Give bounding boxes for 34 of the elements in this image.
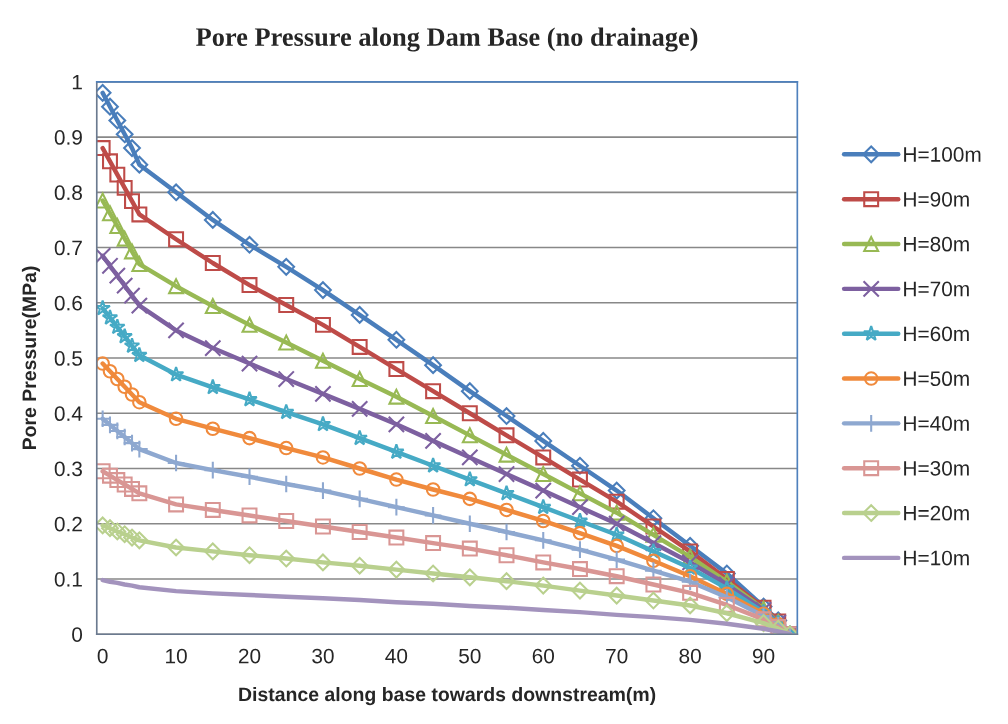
chart-title: Pore Pressure along Dam Base (no drainage) xyxy=(196,27,698,52)
y-tick-label: 0.6 xyxy=(54,295,82,311)
x-tick-label: 20 xyxy=(238,648,261,664)
y-tick-label: 0.5 xyxy=(54,351,83,366)
legend-label: H=100m xyxy=(904,147,981,162)
y-tick-label: 1 xyxy=(72,75,82,90)
legend-label: H=20m xyxy=(904,505,969,521)
x-axis-title: Distance along base towards downstream(m) xyxy=(239,686,656,706)
y-tick-label: 0.8 xyxy=(54,185,82,201)
y-tick-label: 0.2 xyxy=(54,516,82,532)
y-tick-label: 0.4 xyxy=(54,406,83,422)
x-tick-label: 0 xyxy=(97,648,108,664)
y-tick-label: 0.1 xyxy=(54,571,82,587)
x-tick-label: 60 xyxy=(532,648,555,664)
y-axis-title: Pore Pressure(MPa) xyxy=(21,266,41,450)
x-tick-label: 90 xyxy=(752,648,775,664)
x-tick-label: 70 xyxy=(606,648,628,664)
legend-label: H=10m xyxy=(904,550,969,566)
y-tick-label: 0.7 xyxy=(54,240,82,256)
y-tick-label: 0.9 xyxy=(54,130,82,145)
legend-label: H=60m xyxy=(904,326,969,342)
legend-label: H=40m xyxy=(904,416,969,431)
legend-label: H=70m xyxy=(904,281,969,297)
legend-label: H=50m xyxy=(904,371,969,387)
x-tick-label: 40 xyxy=(385,648,408,664)
x-tick-label: 30 xyxy=(312,648,334,664)
x-tick-label: 80 xyxy=(679,648,701,664)
legend-label: H=80m xyxy=(904,236,969,252)
legend-label: H=30m xyxy=(904,460,969,476)
x-tick-label: 50 xyxy=(459,648,481,664)
y-tick-label: 0.3 xyxy=(54,461,82,477)
y-tick-label: 0 xyxy=(72,627,83,642)
x-tick-label: 10 xyxy=(166,648,187,664)
legend-label: H=90m xyxy=(904,191,969,207)
